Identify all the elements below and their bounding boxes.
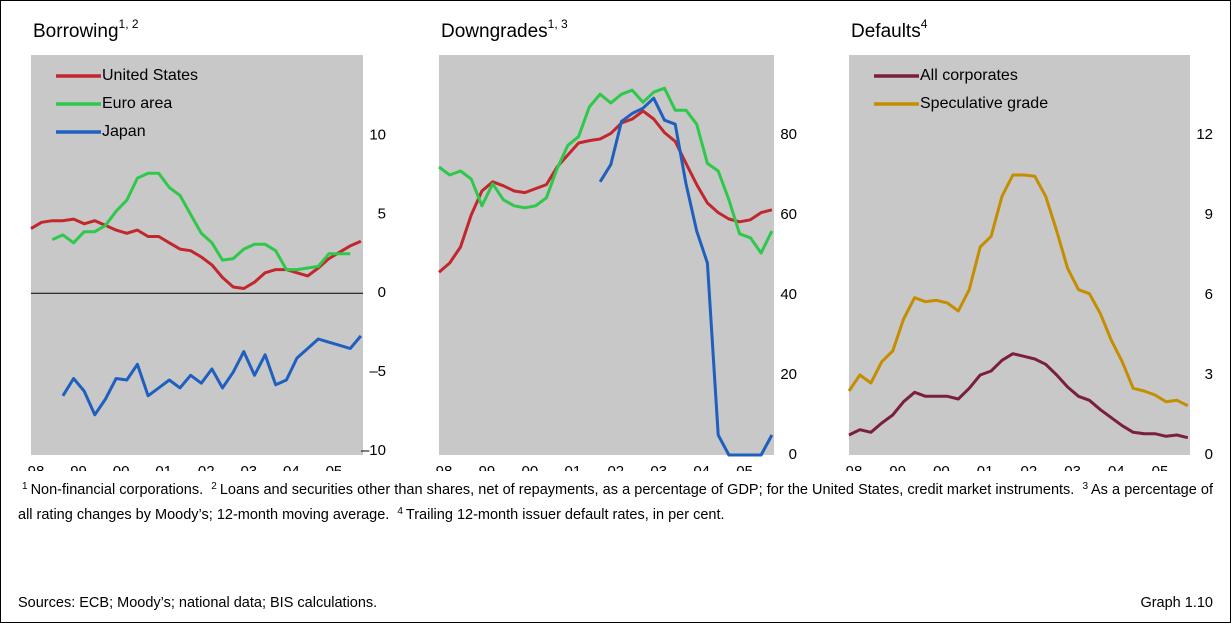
y-tick-label: 9 (1205, 206, 1213, 223)
title-superscript: 4 (921, 17, 928, 31)
x-tick-label: 05 (736, 463, 753, 471)
legend-label: Japan (102, 123, 146, 140)
x-tick-label: 04 (693, 463, 710, 471)
y-tick-label: 80 (780, 126, 797, 143)
x-tick-label: 01 (155, 463, 172, 471)
y-tick-label: 0 (378, 284, 386, 301)
x-tick-label: 05 (1152, 463, 1169, 471)
x-tick-label: 02 (1021, 463, 1038, 471)
title-text: Borrowing (33, 21, 119, 42)
footnote-mark: 2 (211, 481, 217, 492)
title-text: Defaults (851, 21, 921, 42)
x-tick-label: 04 (283, 463, 300, 471)
x-tick-label: 03 (1064, 463, 1081, 471)
y-tick-label: 3 (1205, 366, 1213, 383)
title-superscript: 1, 3 (548, 17, 568, 31)
series-line (51, 171, 351, 272)
x-tick-label: 98 (846, 463, 863, 471)
plot-area (439, 55, 774, 455)
y-tick-label: 20 (780, 366, 797, 383)
series-line (598, 96, 774, 457)
footnote-text: Loans and securities other than shares, … (219, 482, 1075, 498)
x-tick-label: 99 (889, 463, 906, 471)
footnotes: 1 Non-financial corporations. 2 Loans and … (18, 476, 1213, 526)
x-tick-label: 01 (565, 463, 582, 471)
x-tick-label: 00 (933, 463, 950, 471)
legend-label: Speculative grade (920, 95, 1048, 112)
x-tick-label: 05 (326, 463, 343, 471)
series-line (30, 217, 362, 290)
y-tick-label: 10 (369, 126, 386, 143)
graph-label: Graph 1.10 (1140, 595, 1213, 611)
x-tick-label: 02 (198, 463, 215, 471)
x-tick-label: 98 (436, 463, 453, 471)
y-tick-label: 6 (1205, 286, 1213, 303)
legend-label: United States (102, 67, 198, 84)
series-line (438, 109, 773, 274)
footnote-text: Non-financial corporations. (30, 482, 204, 498)
title-text: Downgrades (441, 21, 548, 42)
chart-title: Borrowing1, 2 (33, 17, 139, 42)
y-tick-label: –5 (369, 363, 386, 380)
y-tick-label: 40 (780, 286, 797, 303)
legend-label: All corporates (920, 67, 1018, 84)
y-tick-label: –10 (361, 442, 386, 459)
y-tick-label: 0 (789, 446, 797, 463)
chart-title: Downgrades1, 3 (441, 17, 568, 42)
chart-title: Defaults4 (851, 17, 928, 42)
legend-label: Euro area (102, 95, 172, 112)
title-superscript: 1, 2 (119, 17, 139, 31)
x-tick-label: 03 (240, 463, 257, 471)
x-tick-label: 02 (607, 463, 624, 471)
x-tick-label: 03 (650, 463, 667, 471)
x-tick-label: 99 (70, 463, 87, 471)
footnote-mark: 3 (1082, 481, 1089, 492)
x-tick-label: 99 (479, 463, 496, 471)
x-tick-label: 01 (977, 463, 994, 471)
y-tick-label: 5 (378, 205, 386, 222)
footnote-mark: 4 (397, 506, 403, 517)
series-line (848, 352, 1189, 440)
footnote-text: Trailing 12-month issuer default rates, … (405, 507, 725, 523)
series-line (438, 86, 774, 255)
x-tick-label: 98 (28, 463, 45, 471)
footnote-text: As a percentage of all rating changes by… (18, 482, 1214, 523)
x-tick-label: 00 (522, 463, 539, 471)
charts: Borrowing1, 2–10–505109899000102030405Un… (28, 17, 1213, 471)
y-tick-label: 60 (780, 206, 797, 223)
series-line (847, 173, 1189, 408)
x-tick-label: 00 (113, 463, 130, 471)
series-line (61, 334, 363, 417)
x-tick-label: 04 (1108, 463, 1125, 471)
footnote-mark: 1 (22, 481, 28, 492)
y-tick-label: 12 (1196, 126, 1213, 143)
sources: Sources: ECB; Moody’s; national data; BI… (18, 595, 378, 611)
y-tick-label: 0 (1205, 446, 1213, 463)
plot-area (849, 55, 1190, 455)
